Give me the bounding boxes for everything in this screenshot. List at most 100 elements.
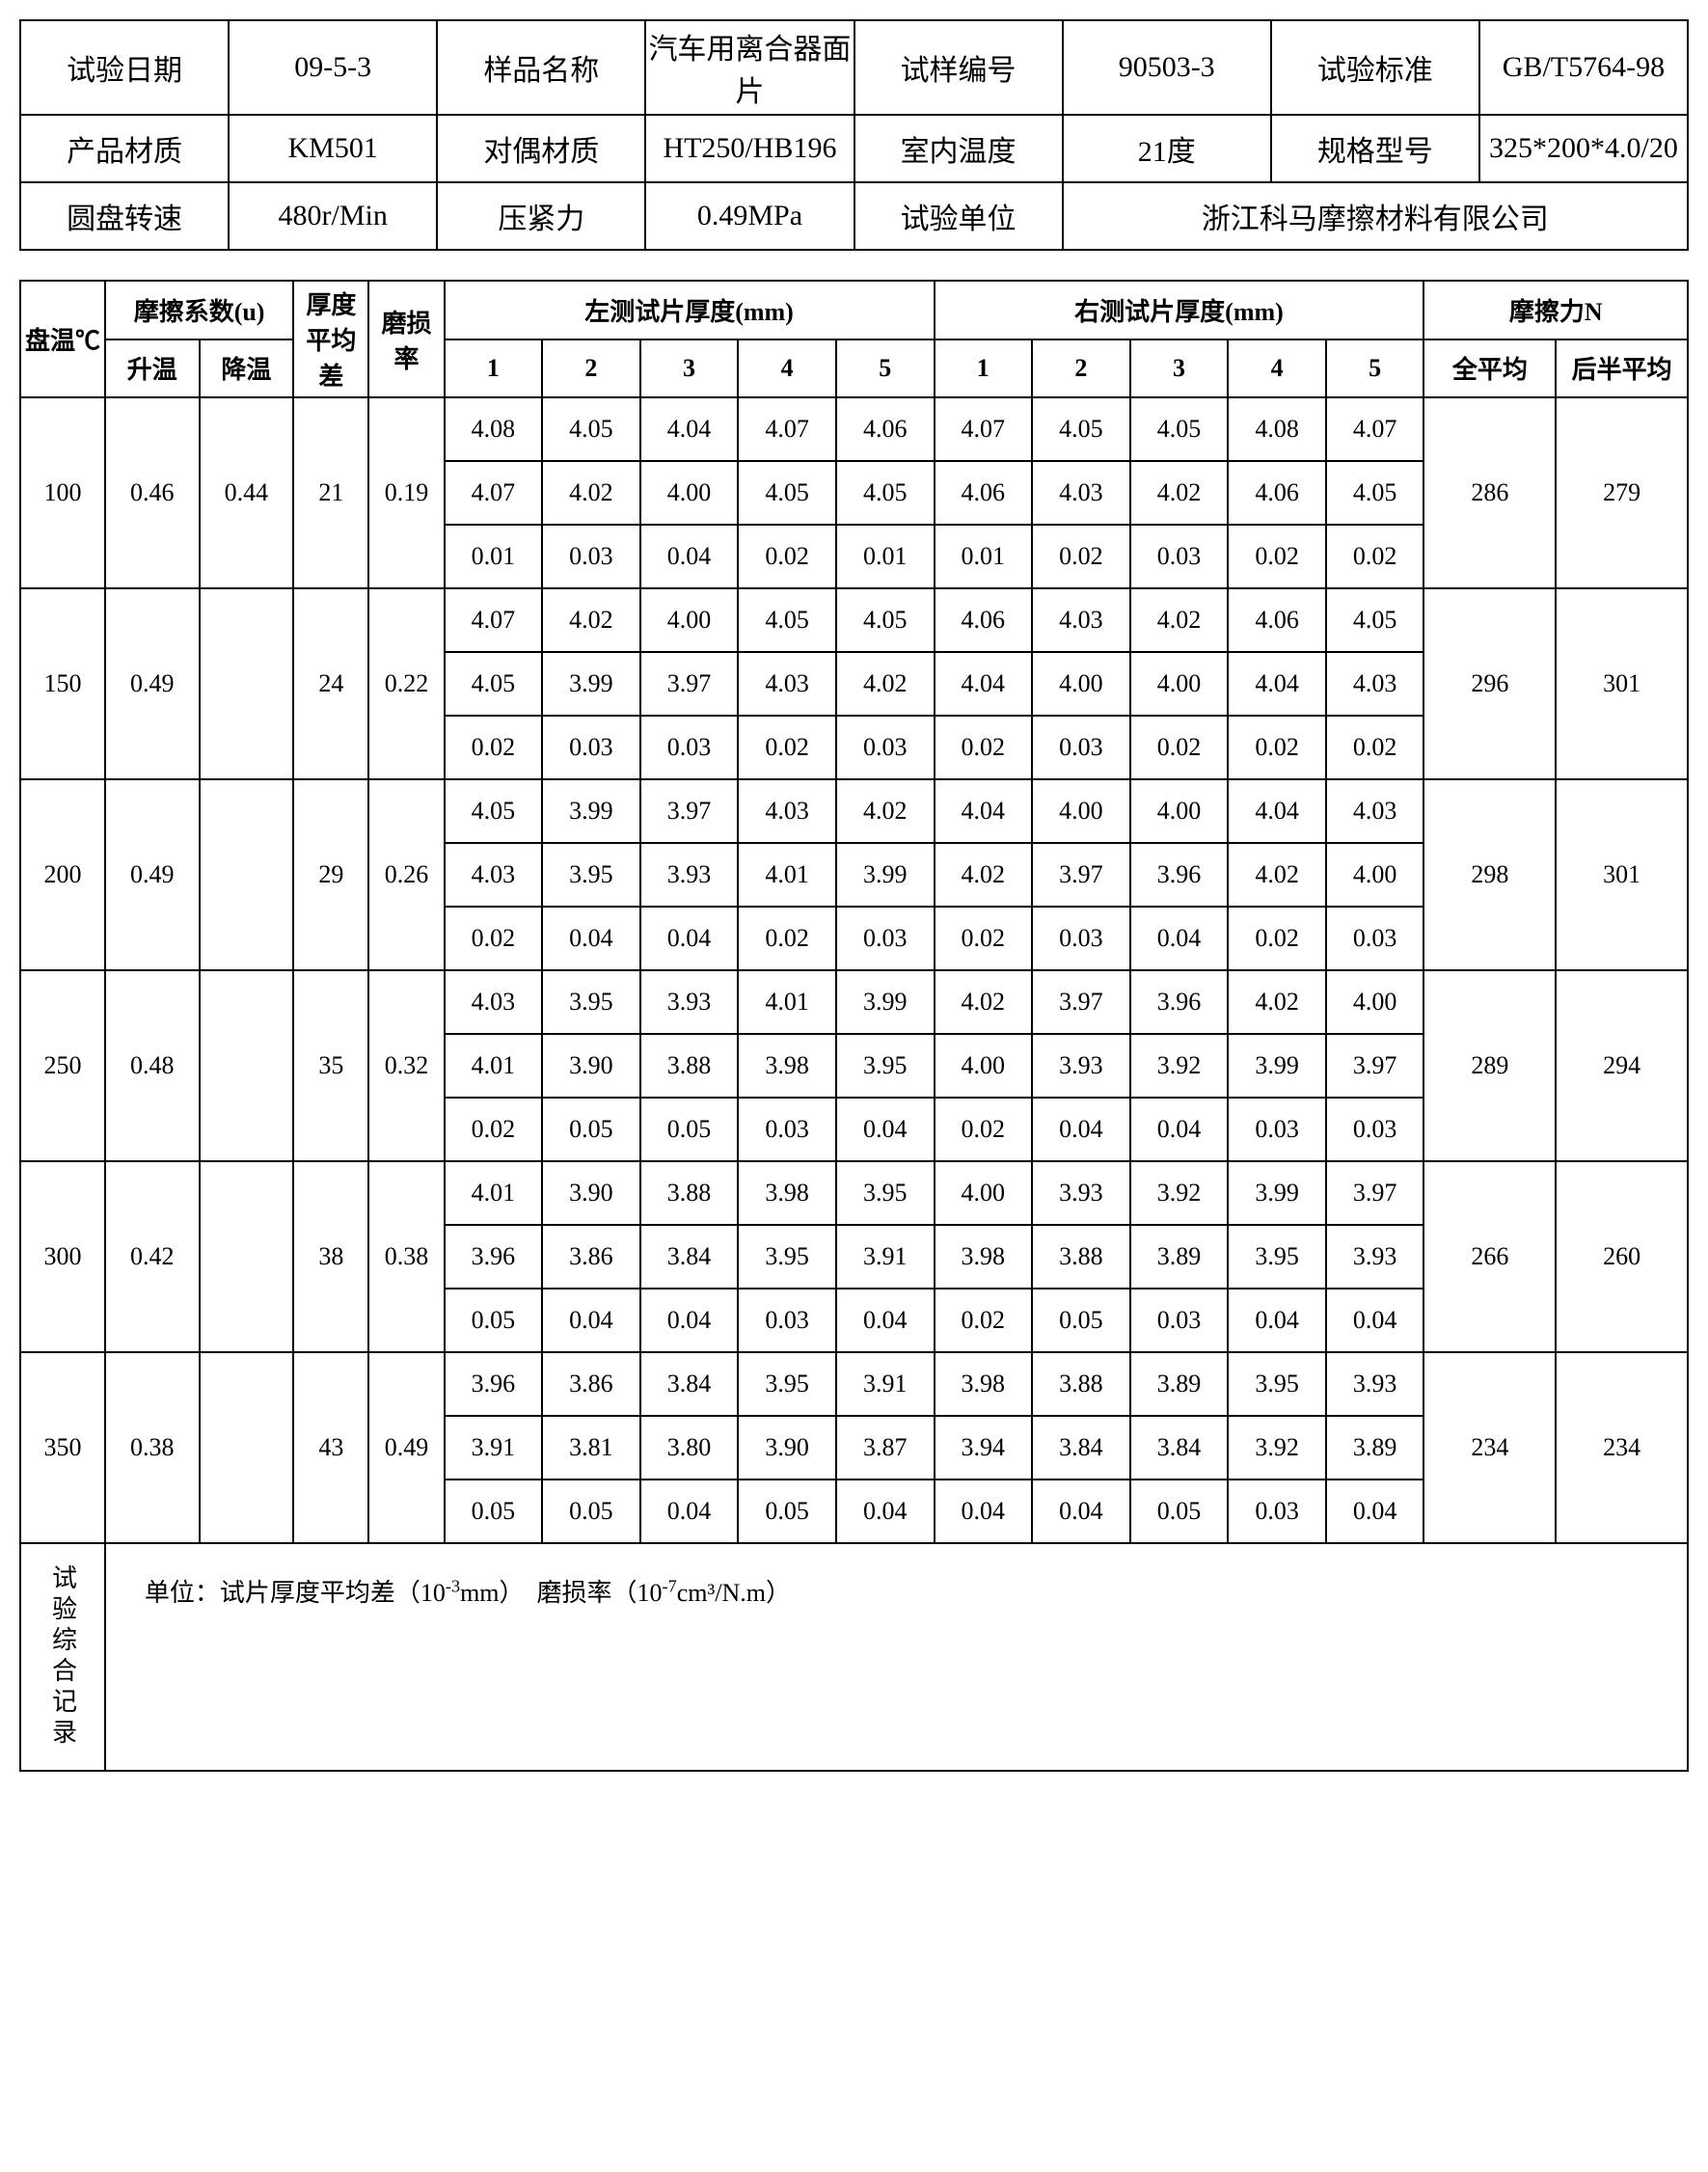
- table-row: 3500.38430.493.963.863.843.953.913.983.8…: [20, 1352, 1688, 1416]
- cell-left: 4.03: [445, 970, 543, 1034]
- cell-left: 4.05: [738, 461, 836, 525]
- cell-left: 4.06: [836, 397, 935, 461]
- cell-left: 3.88: [640, 1161, 739, 1225]
- cell-left: 3.99: [542, 652, 640, 716]
- cell-right: 3.93: [1326, 1352, 1424, 1416]
- cell-left: 4.00: [640, 588, 739, 652]
- cell-heat: 0.48: [105, 970, 200, 1161]
- cell-left: 3.81: [542, 1416, 640, 1480]
- cell-right: 3.88: [1032, 1225, 1130, 1289]
- val-press: 0.49MPa: [645, 182, 854, 250]
- lbl-room-temp: 室内温度: [854, 115, 1063, 182]
- header-table: 试验日期 09-5-3 样品名称 汽车用离合器面片 试样编号 90503-3 试…: [19, 19, 1689, 251]
- cell-right: 4.03: [1032, 588, 1130, 652]
- cell-right: 4.06: [935, 461, 1033, 525]
- cell-left: 3.98: [738, 1161, 836, 1225]
- cell-left: 3.91: [836, 1225, 935, 1289]
- cell-right: 4.00: [1032, 779, 1130, 843]
- cell-cool: [200, 1161, 294, 1352]
- cell-right: 0.04: [935, 1480, 1033, 1543]
- cell-wear: 0.19: [368, 397, 444, 588]
- cell-heat: 0.46: [105, 397, 200, 588]
- cell-left: 4.02: [542, 461, 640, 525]
- cell-right: 0.03: [1228, 1098, 1326, 1161]
- cell-left: 4.01: [445, 1161, 543, 1225]
- val-room-temp: 21度: [1063, 115, 1271, 182]
- head-l2: 2: [542, 339, 640, 398]
- cell-right: 0.02: [935, 716, 1033, 779]
- cell-right: 0.05: [1130, 1480, 1229, 1543]
- cell-left: 3.95: [836, 1161, 935, 1225]
- cell-right: 3.98: [935, 1225, 1033, 1289]
- head-l5: 5: [836, 339, 935, 398]
- cell-right: 3.84: [1130, 1416, 1229, 1480]
- head-thick-diff: 厚度平均差: [293, 281, 368, 397]
- cell-left: 4.05: [738, 588, 836, 652]
- cell-half-avg: 301: [1556, 779, 1688, 970]
- cell-left: 0.01: [445, 525, 543, 588]
- cell-wear: 0.22: [368, 588, 444, 779]
- cell-left: 0.03: [836, 716, 935, 779]
- cell-left: 0.05: [445, 1480, 543, 1543]
- cell-left: 4.03: [738, 779, 836, 843]
- val-test-std: GB/T5764-98: [1479, 20, 1688, 115]
- cell-left: 0.02: [738, 907, 836, 970]
- cell-right: 3.97: [1032, 843, 1130, 907]
- cell-wear: 0.49: [368, 1352, 444, 1543]
- cell-right: 0.02: [1326, 525, 1424, 588]
- cell-left: 0.03: [738, 1098, 836, 1161]
- cell-full-avg: 289: [1423, 970, 1556, 1161]
- cell-left: 4.01: [738, 970, 836, 1034]
- cell-right: 3.96: [1130, 970, 1229, 1034]
- cell-right: 4.07: [1326, 397, 1424, 461]
- cell-left: 3.96: [445, 1225, 543, 1289]
- cell-right: 3.92: [1228, 1416, 1326, 1480]
- cell-left: 3.98: [738, 1034, 836, 1098]
- cell-right: 4.05: [1130, 397, 1229, 461]
- cell-left: 3.95: [738, 1352, 836, 1416]
- cell-right: 0.03: [1130, 1289, 1229, 1352]
- cell-right: 4.04: [1228, 779, 1326, 843]
- cell-right: 4.00: [1130, 779, 1229, 843]
- cell-heat: 0.38: [105, 1352, 200, 1543]
- cell-right: 3.93: [1032, 1161, 1130, 1225]
- cell-diff: 21: [293, 397, 368, 588]
- cell-right: 3.84: [1032, 1416, 1130, 1480]
- cell-right: 0.03: [1326, 1098, 1424, 1161]
- lbl-pair-material: 对偶材质: [437, 115, 645, 182]
- cell-left: 3.97: [640, 779, 739, 843]
- cell-diff: 38: [293, 1161, 368, 1352]
- cell-heat: 0.49: [105, 588, 200, 779]
- cell-right: 4.05: [1032, 397, 1130, 461]
- cell-right: 0.04: [1326, 1480, 1424, 1543]
- cell-cool: [200, 970, 294, 1161]
- cell-right: 0.04: [1130, 907, 1229, 970]
- cell-left: 0.02: [445, 907, 543, 970]
- head-heat: 升温: [105, 339, 200, 398]
- cell-right: 3.89: [1130, 1225, 1229, 1289]
- cell-left: 0.05: [542, 1480, 640, 1543]
- cell-left: 3.90: [542, 1161, 640, 1225]
- cell-left: 4.07: [445, 588, 543, 652]
- cell-right: 0.02: [1228, 525, 1326, 588]
- cell-right: 3.98: [935, 1352, 1033, 1416]
- lbl-disc-speed: 圆盘转速: [20, 182, 229, 250]
- head-half-avg: 后半平均: [1556, 339, 1688, 398]
- cell-right: 0.02: [1326, 716, 1424, 779]
- lbl-material: 产品材质: [20, 115, 229, 182]
- cell-cool: [200, 1352, 294, 1543]
- cell-right: 0.04: [1228, 1289, 1326, 1352]
- cell-left: 4.03: [738, 652, 836, 716]
- cell-diff: 29: [293, 779, 368, 970]
- val-spec: 325*200*4.0/20: [1479, 115, 1688, 182]
- cell-left: 0.04: [836, 1098, 935, 1161]
- cell-left: 3.87: [836, 1416, 935, 1480]
- cell-right: 4.00: [1032, 652, 1130, 716]
- table-row: 3000.42380.384.013.903.883.983.954.003.9…: [20, 1161, 1688, 1225]
- cell-right: 3.97: [1032, 970, 1130, 1034]
- cell-half-avg: 260: [1556, 1161, 1688, 1352]
- cell-right: 0.02: [1228, 907, 1326, 970]
- head-r1: 1: [935, 339, 1033, 398]
- head-disc-temp: 盘温℃: [20, 281, 105, 397]
- cell-right: 4.07: [935, 397, 1033, 461]
